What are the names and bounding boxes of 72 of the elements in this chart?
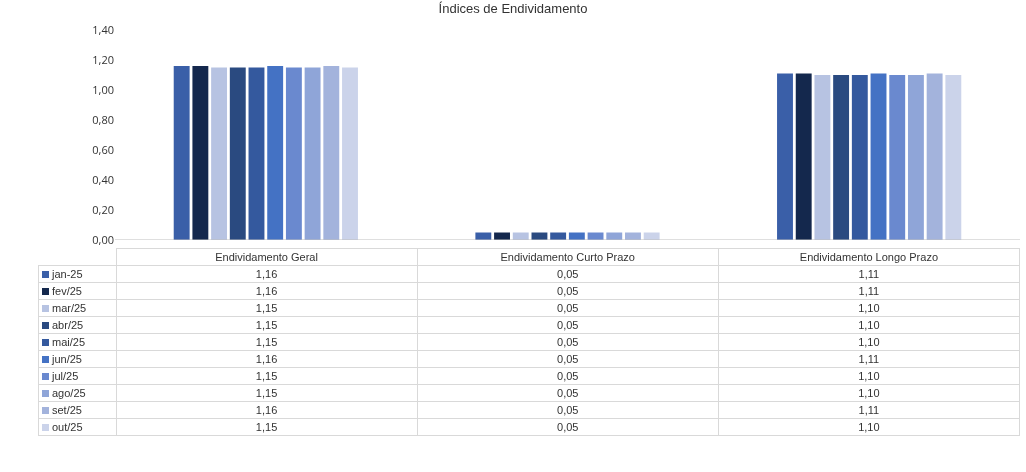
y-tick-label: 1,20 (92, 51, 114, 67)
bar (926, 73, 943, 240)
legend-label: set/25 (38, 401, 116, 419)
data-label: 0,05 (417, 367, 719, 385)
data-label: 0,05 (417, 299, 719, 317)
y-tick-label: 0,00 (92, 231, 114, 247)
data-label: 1,11 (718, 265, 1020, 283)
data-label: 1,11 (718, 282, 1020, 300)
y-tick-label: 0,20 (92, 201, 114, 217)
legend-label: mar/25 (38, 299, 116, 317)
bar (889, 75, 906, 240)
data-label: 1,11 (718, 350, 1020, 368)
bar (870, 73, 887, 240)
y-tick-label: 1,00 (92, 81, 114, 97)
data-label: 1,16 (116, 282, 418, 300)
legend-label: jul/25 (38, 367, 116, 385)
bar (945, 75, 962, 240)
data-label: 0,05 (417, 265, 719, 283)
data-label: 1,15 (116, 384, 418, 402)
bar (192, 66, 209, 240)
bar (285, 67, 302, 240)
data-label: 0,05 (417, 316, 719, 334)
data-label: 1,16 (116, 265, 418, 283)
data-label: 1,15 (116, 367, 418, 385)
bar (907, 75, 924, 240)
legend-label: abr/25 (38, 316, 116, 334)
data-label: 0,05 (417, 350, 719, 368)
y-tick-label: 0,60 (92, 141, 114, 157)
data-label: 1,11 (718, 401, 1020, 419)
bar (777, 73, 793, 240)
bar (323, 66, 340, 240)
data-label: 1,10 (718, 418, 1020, 436)
y-tick-label: 0,40 (92, 171, 114, 187)
data-label: 0,05 (417, 333, 719, 351)
bar (304, 67, 321, 240)
data-label: 1,15 (116, 299, 418, 317)
legend-label: out/25 (38, 418, 116, 436)
data-label: 1,15 (116, 418, 418, 436)
bar (229, 67, 246, 240)
data-label: 1,16 (116, 350, 418, 368)
legend-label: mai/25 (38, 333, 116, 351)
legend-label: jan-25 (38, 265, 116, 283)
y-tick-label: 1,40 (92, 21, 114, 37)
x-tick-label: Endividamento Longo Prazo (718, 248, 1020, 266)
bar (173, 66, 190, 240)
data-label: 1,15 (116, 333, 418, 351)
bar (833, 75, 850, 240)
legend-label: jun/25 (38, 350, 116, 368)
chart-title: Índices de Endividamento (438, 0, 588, 16)
data-label: 0,05 (417, 282, 719, 300)
bar (342, 67, 358, 240)
legend-label: ago/25 (38, 384, 116, 402)
data-label: 1,10 (718, 333, 1020, 351)
bar (851, 75, 868, 240)
data-label: 0,05 (417, 384, 719, 402)
bar (795, 73, 812, 240)
legend-label: fev/25 (38, 282, 116, 300)
data-label: 0,05 (417, 401, 719, 419)
y-tick-label: 0,80 (92, 111, 114, 127)
data-label: 0,05 (417, 418, 719, 436)
x-tick-label: Endividamento Curto Prazo (417, 248, 719, 266)
data-label: 1,10 (718, 367, 1020, 385)
bar (814, 75, 831, 240)
x-tick-label: Endividamento Geral (116, 248, 418, 266)
bar (267, 66, 284, 240)
bar (211, 67, 228, 240)
data-label: 1,16 (116, 401, 418, 419)
bar (248, 67, 265, 240)
data-label: 1,10 (718, 316, 1020, 334)
data-label: 1,10 (718, 384, 1020, 402)
data-label: 1,15 (116, 316, 418, 334)
data-label: 1,10 (718, 299, 1020, 317)
